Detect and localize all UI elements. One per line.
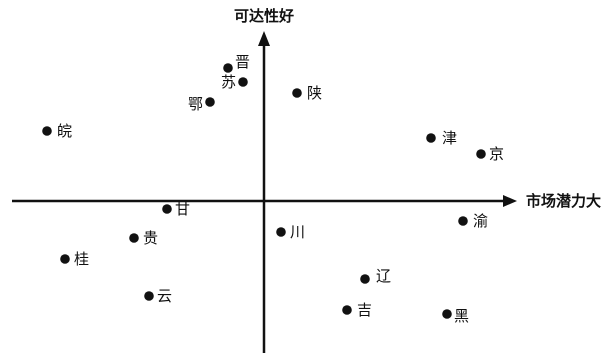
point-12: 桂: [60, 250, 89, 268]
point-label: 津: [442, 129, 457, 147]
point-label: 桂: [74, 250, 89, 268]
point-marker: [129, 233, 139, 243]
axes: 市场潜力大 可达性好: [12, 7, 601, 353]
point-label: 川: [290, 223, 305, 241]
point-marker: [162, 204, 172, 214]
point-marker: [442, 309, 452, 319]
point-label: 渝: [473, 212, 488, 230]
point-marker: [42, 126, 52, 136]
point-11: 贵: [129, 229, 158, 247]
point-label: 陕: [307, 84, 322, 102]
point-marker: [276, 227, 286, 237]
point-marker: [458, 216, 468, 226]
point-5: 皖: [42, 122, 72, 140]
point-label: 皖: [57, 122, 72, 140]
y-axis-arrowhead: [258, 31, 270, 46]
point-16: 黑: [442, 307, 469, 325]
point-8: 甘: [162, 200, 190, 218]
point-marker: [426, 133, 436, 143]
point-marker: [342, 305, 352, 315]
point-marker: [292, 88, 302, 98]
point-label: 晋: [235, 53, 250, 71]
point-15: 吉: [342, 301, 372, 319]
point-label: 苏: [221, 73, 236, 91]
point-marker: [360, 274, 370, 284]
point-marker: [60, 254, 70, 264]
point-label: 甘: [175, 200, 190, 218]
point-4: 陕: [292, 84, 322, 102]
point-3: 鄂: [188, 95, 215, 113]
point-marker: [205, 97, 215, 107]
point-label: 京: [489, 145, 504, 163]
y-axis-label: 可达性好: [234, 7, 294, 25]
point-label: 黑: [454, 307, 469, 325]
point-marker: [144, 291, 154, 301]
point-14: 云: [144, 287, 172, 305]
x-axis-label: 市场潜力大: [526, 192, 601, 210]
x-axis-arrowhead: [503, 195, 517, 207]
point-1: 晋: [223, 53, 250, 73]
point-label: 云: [157, 287, 172, 305]
point-6: 津: [426, 129, 457, 147]
point-7: 京: [476, 145, 504, 163]
point-label: 贵: [143, 229, 158, 247]
point-2: 苏: [221, 73, 248, 91]
point-9: 渝: [458, 212, 488, 230]
point-13: 辽: [360, 267, 391, 285]
point-marker: [476, 149, 486, 159]
point-label: 鄂: [188, 95, 203, 113]
point-10: 川: [276, 223, 305, 241]
point-marker: [238, 77, 248, 87]
point-marker: [223, 63, 233, 73]
point-label: 吉: [357, 301, 372, 319]
point-label: 辽: [376, 267, 391, 285]
